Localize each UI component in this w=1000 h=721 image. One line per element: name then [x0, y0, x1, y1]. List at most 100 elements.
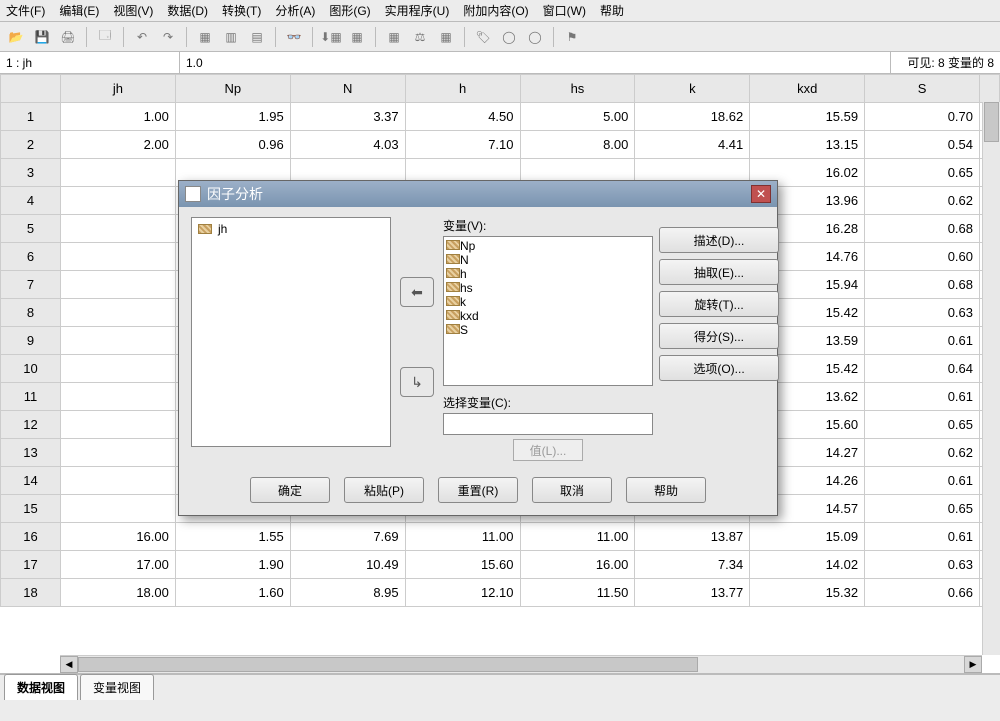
dialog-footer-button[interactable]: 粘贴(P)	[344, 477, 424, 503]
menu-item[interactable]: 帮助	[600, 2, 624, 19]
open-icon[interactable]: 📂	[6, 27, 26, 47]
data-cell[interactable]: 18.62	[635, 103, 750, 131]
source-variables-list[interactable]: jh	[191, 217, 391, 447]
data-cell[interactable]	[61, 215, 176, 243]
data-cell[interactable]: 17.00	[61, 551, 176, 579]
undo-icon[interactable]: ↶	[132, 27, 152, 47]
data-cell[interactable]: 0.61	[865, 327, 980, 355]
dialog-footer-button[interactable]: 重置(R)	[438, 477, 518, 503]
data-cell[interactable]: 14.02	[750, 551, 865, 579]
data-cell[interactable]: 15.59	[750, 103, 865, 131]
column-header[interactable]: Np	[175, 75, 290, 103]
menu-item[interactable]: 附加内容(O)	[463, 2, 528, 19]
list-item[interactable]: Np	[446, 239, 650, 253]
row-number[interactable]: 18	[1, 579, 61, 607]
vertical-scrollbar[interactable]	[982, 102, 1000, 655]
menu-item[interactable]: 视图(V)	[113, 2, 153, 19]
row-number[interactable]: 6	[1, 243, 61, 271]
data-cell[interactable]: 0.54	[865, 131, 980, 159]
data-cell[interactable]: 15.32	[750, 579, 865, 607]
data-cell[interactable]	[61, 383, 176, 411]
data-cell[interactable]	[61, 243, 176, 271]
menu-item[interactable]: 编辑(E)	[59, 2, 99, 19]
dialog-side-button[interactable]: 描述(D)...	[659, 227, 779, 253]
menu-item[interactable]: 文件(F)	[6, 2, 45, 19]
data-cell[interactable]: 8.95	[290, 579, 405, 607]
data-cell[interactable]: 0.62	[865, 187, 980, 215]
list-item[interactable]: k	[446, 295, 650, 309]
data-cell[interactable]	[61, 187, 176, 215]
goto-icon[interactable]: ▦	[195, 27, 215, 47]
data-cell[interactable]: 4.03	[290, 131, 405, 159]
data-cell[interactable]: 1.60	[175, 579, 290, 607]
menu-item[interactable]: 数据(D)	[167, 2, 208, 19]
data-cell[interactable]: 0.63	[865, 551, 980, 579]
column-header[interactable]: N	[290, 75, 405, 103]
data-cell[interactable]	[61, 159, 176, 187]
data-cell[interactable]: 0.60	[865, 243, 980, 271]
preview-icon[interactable]: 🗔	[95, 27, 115, 47]
dialog-footer-button[interactable]: 确定	[250, 477, 330, 503]
script-icon[interactable]: ⚑	[562, 27, 582, 47]
data-cell[interactable]: 0.65	[865, 495, 980, 523]
data-cell[interactable]: 13.15	[750, 131, 865, 159]
sets2-icon[interactable]: ◯	[525, 27, 545, 47]
dialog-side-button[interactable]: 旋转(T)...	[659, 291, 779, 317]
row-number[interactable]: 16	[1, 523, 61, 551]
scroll-track[interactable]	[78, 656, 964, 673]
weight-icon[interactable]: ⚖	[410, 27, 430, 47]
data-cell[interactable]: 15.60	[405, 551, 520, 579]
data-cell[interactable]: 7.10	[405, 131, 520, 159]
dialog-footer-button[interactable]: 取消	[532, 477, 612, 503]
data-cell[interactable]: 4.41	[635, 131, 750, 159]
split-icon[interactable]: ▦	[384, 27, 404, 47]
data-cell[interactable]: 8.00	[520, 131, 635, 159]
scroll-right-arrow[interactable]: ▶	[964, 656, 982, 673]
list-item[interactable]: jh	[194, 220, 388, 238]
data-cell[interactable]: 0.70	[865, 103, 980, 131]
data-cell[interactable]: 3.37	[290, 103, 405, 131]
data-cell[interactable]: 10.49	[290, 551, 405, 579]
column-header[interactable]: h	[405, 75, 520, 103]
column-header[interactable]: kxd	[750, 75, 865, 103]
menu-item[interactable]: 转换(T)	[222, 2, 261, 19]
row-number[interactable]: 11	[1, 383, 61, 411]
find-icon[interactable]: 👓	[284, 27, 304, 47]
row-number[interactable]: 17	[1, 551, 61, 579]
data-cell[interactable]	[61, 327, 176, 355]
list-item[interactable]: kxd	[446, 309, 650, 323]
row-number[interactable]: 13	[1, 439, 61, 467]
tab-variable-view[interactable]: 变量视图	[80, 674, 154, 700]
insert-case-icon[interactable]: ⬇▦	[321, 27, 341, 47]
data-cell[interactable]	[61, 467, 176, 495]
row-number[interactable]: 1	[1, 103, 61, 131]
sets-icon[interactable]: ◯	[499, 27, 519, 47]
data-cell[interactable]	[61, 495, 176, 523]
row-number[interactable]: 15	[1, 495, 61, 523]
data-cell[interactable]: 0.63	[865, 299, 980, 327]
save-icon[interactable]: 💾	[32, 27, 52, 47]
data-cell[interactable]	[61, 355, 176, 383]
data-cell[interactable]	[61, 299, 176, 327]
data-cell[interactable]: 1.00	[61, 103, 176, 131]
data-cell[interactable]: 7.69	[290, 523, 405, 551]
data-cell[interactable]: 7.34	[635, 551, 750, 579]
dialog-side-button[interactable]: 抽取(E)...	[659, 259, 779, 285]
menu-item[interactable]: 窗口(W)	[543, 2, 586, 19]
data-cell[interactable]	[61, 271, 176, 299]
row-number[interactable]: 2	[1, 131, 61, 159]
tab-data-view[interactable]: 数据视图	[4, 674, 78, 700]
data-cell[interactable]: 1.95	[175, 103, 290, 131]
variables-list[interactable]: NpNhhskkxdS	[443, 236, 653, 386]
scroll-thumb[interactable]	[984, 102, 999, 142]
close-icon[interactable]: ✕	[751, 185, 771, 203]
row-number[interactable]: 5	[1, 215, 61, 243]
column-header[interactable]: k	[635, 75, 750, 103]
data-cell[interactable]: 11.00	[405, 523, 520, 551]
data-cell[interactable]: 0.61	[865, 383, 980, 411]
horizontal-scrollbar[interactable]: ◀ ▶	[60, 655, 982, 673]
dialog-side-button[interactable]: 选项(O)...	[659, 355, 779, 381]
insert-icon[interactable]: ▥	[221, 27, 241, 47]
data-cell[interactable]: 0.66	[865, 579, 980, 607]
insert-var-icon[interactable]: ▦	[347, 27, 367, 47]
